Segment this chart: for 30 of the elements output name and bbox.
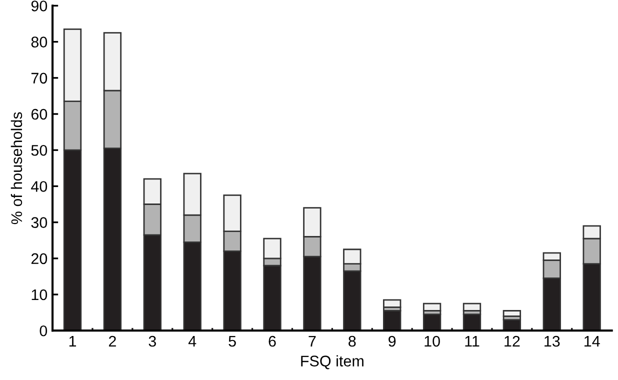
- y-tick-label: 10: [32, 289, 48, 300]
- y-tick-label: 90: [31, 0, 48, 12]
- x-tick-label: 12: [504, 336, 520, 347]
- x-tick-label: 8: [348, 336, 356, 347]
- x-tick-label: 5: [228, 336, 236, 347]
- y-axis-title: % of households: [10, 112, 22, 224]
- y-tick-label: 0: [40, 325, 48, 336]
- y-tick-label: 50: [31, 144, 48, 156]
- bar: [422, 302, 442, 312]
- x-tick-label: 11: [465, 336, 480, 347]
- x-axis-title: FSQ item: [301, 355, 364, 370]
- x-tick-label: 9: [388, 336, 396, 347]
- x-tick-label: 7: [308, 336, 316, 347]
- x-tick-label: 3: [148, 336, 156, 347]
- x-tick-label: 6: [268, 336, 276, 347]
- y-tick-label: 20: [31, 253, 48, 264]
- x-tick-label: 13: [544, 336, 560, 347]
- x-tick-label: 1: [69, 336, 76, 347]
- x-tick-label: 2: [108, 336, 116, 347]
- x-tick-label: 14: [584, 336, 600, 347]
- y-tick-label: 30: [31, 217, 48, 228]
- x-tick-label: 10: [424, 336, 440, 347]
- bar: [462, 302, 482, 312]
- y-tick-label: 80: [31, 36, 48, 48]
- x-tick-label: 4: [188, 336, 196, 347]
- bar: [502, 310, 522, 317]
- y-tick-label: 70: [31, 72, 48, 84]
- y-tick-label: 60: [31, 108, 48, 120]
- y-tick-label: 40: [31, 181, 48, 192]
- bar: [383, 299, 402, 308]
